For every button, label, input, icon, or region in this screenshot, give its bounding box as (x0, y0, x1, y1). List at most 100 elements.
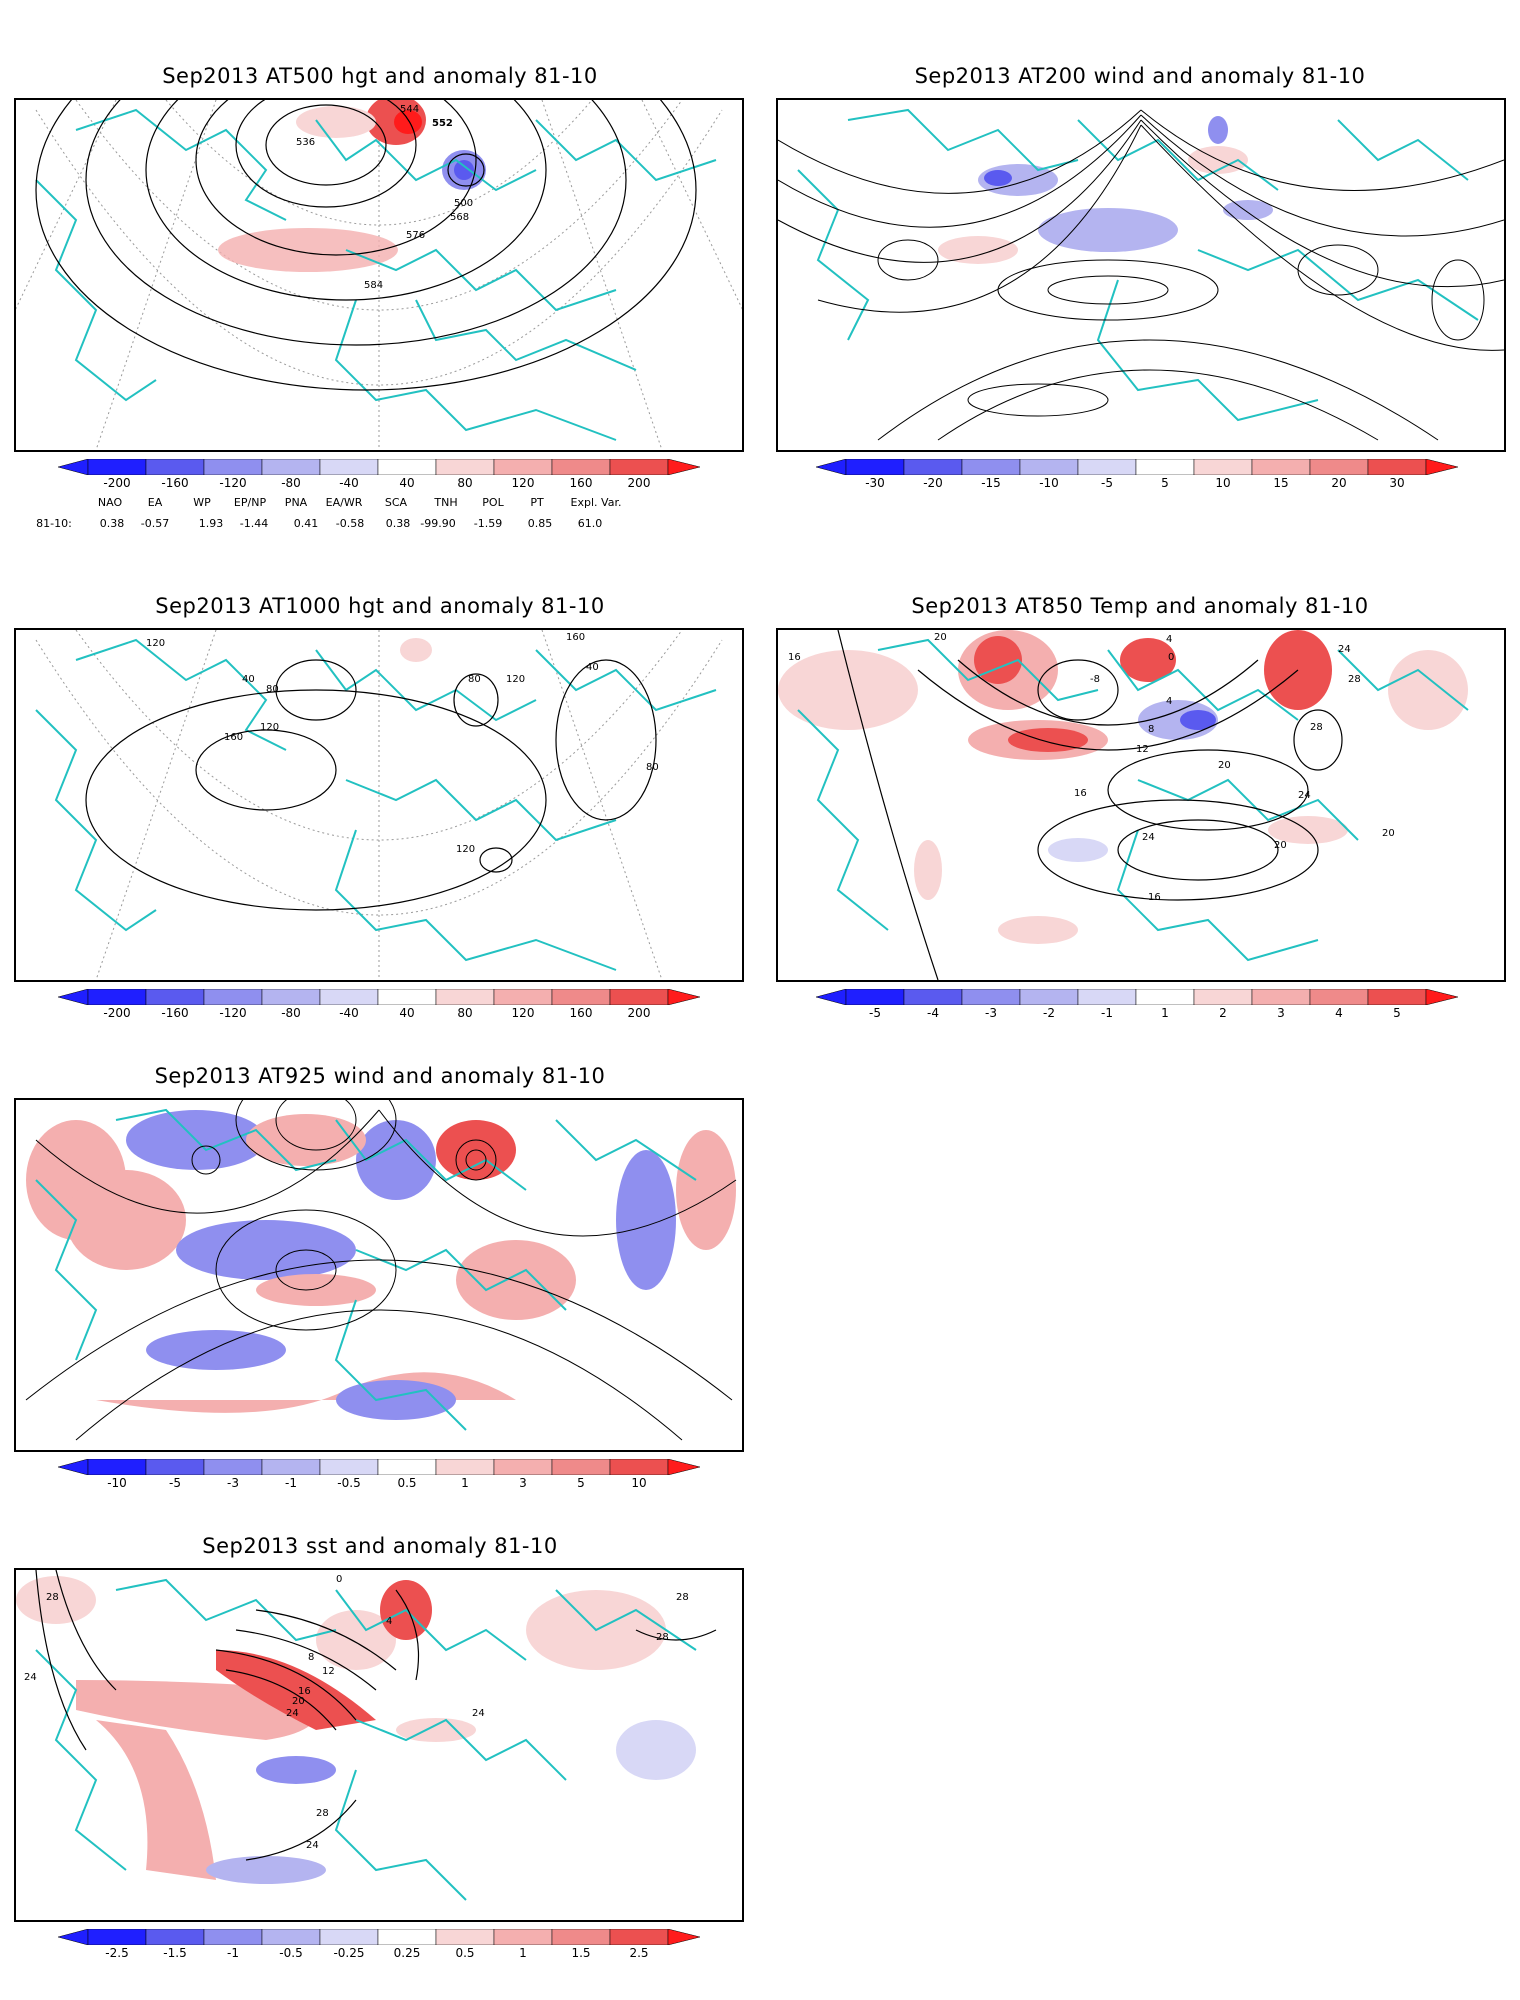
colorbar: -200 -160 -120 -80 -40 40 80 120 160 200 (58, 989, 700, 1029)
colorbar-tick: 200 (627, 1006, 651, 1020)
colorbar-bar (816, 459, 1458, 475)
streamlines (25, 1100, 737, 1441)
colorbar-bar (58, 1459, 700, 1475)
contour-label: 536 (296, 137, 315, 148)
index-header: POL (482, 496, 504, 509)
contour-label: 12 (1136, 744, 1149, 755)
colorbar: -5 -4 -3 -2 -1 1 2 3 4 5 (816, 989, 1458, 1029)
index-header: EA (147, 496, 163, 509)
panel-title: Sep2013 sst and anomaly 81-10 (202, 1534, 558, 1558)
index-value: -1.59 (473, 517, 503, 530)
contour-label: 24 (306, 1840, 319, 1851)
contour-label: 552 (432, 118, 453, 129)
contour-label: 28 (656, 1632, 669, 1643)
colorbar-tick: -80 (281, 476, 301, 490)
colorbar-tick: 200 (627, 476, 651, 490)
colorbar: -2.5 -1.5 -1 -0.5 -0.25 0.25 0.5 1 1.5 2… (58, 1929, 700, 1969)
index-header: WP (193, 496, 211, 509)
panel-sst: Sep2013 sst and anomaly 81-10 (0, 1520, 760, 1980)
temp-contours (837, 630, 1343, 980)
colorbar-tick: -1.5 (163, 1946, 187, 1960)
contour-label: 0 (336, 1574, 342, 1585)
colorbar: -30 -20 -15 -10 -5 5 10 15 20 30 (816, 459, 1458, 499)
map-at1000: 120 160 40 80 120 160 40 80 120 80 120 (14, 628, 744, 982)
map-canvas: 544 552 536 500 568 576 584 (16, 100, 742, 450)
colorbar-tick: 15 (1273, 476, 1289, 490)
colorbar-tick: 1 (461, 1476, 469, 1490)
colorbar-tick: 80 (457, 476, 473, 490)
colorbar-tick: 2.5 (629, 1946, 649, 1960)
contour-label: 24 (1298, 790, 1311, 801)
index-value: 0.38 (99, 517, 125, 530)
colorbar-tick: -30 (865, 476, 885, 490)
colorbar-bar (816, 989, 1458, 1005)
contour-label: 24 (1338, 644, 1351, 655)
colorbar-tick: 30 (1389, 476, 1405, 490)
streamlines (778, 109, 1504, 441)
colorbar-tick: 20 (1331, 476, 1347, 490)
contour-label: 160 (224, 732, 243, 743)
colorbar-bar (58, 459, 700, 475)
index-header: EP/NP (233, 496, 267, 509)
colorbar-tick: -10 (107, 1476, 127, 1490)
index-value: -99.90 (420, 517, 456, 530)
colorbar-tick: 1.5 (571, 1946, 591, 1960)
colorbar-tick: 0.5 (397, 1476, 417, 1490)
colorbar-tick: -2.5 (105, 1946, 129, 1960)
map-canvas: 28 24 0 4 8 12 16 20 24 24 28 28 28 24 (16, 1570, 717, 1901)
index-header: Expl. Var. (570, 496, 622, 509)
anomaly-shading (26, 1110, 736, 1420)
contour-label: 16 (298, 1686, 311, 1697)
contour-label: 24 (286, 1708, 299, 1719)
colorbar-tick: -0.5 (337, 1476, 361, 1490)
index-value: -0.58 (335, 517, 365, 530)
contour-label: 120 (506, 674, 525, 685)
map-at200 (776, 98, 1506, 452)
colorbar-tick: -20 (923, 476, 943, 490)
panel-at925: Sep2013 AT925 wind and anomaly 81-10 (0, 1050, 760, 1500)
colorbar-tick: 10 (1215, 476, 1231, 490)
panel-title: Sep2013 AT925 wind and anomaly 81-10 (154, 1064, 606, 1088)
colorbar-tick: -40 (339, 476, 359, 490)
colorbar-tick: -120 (219, 1006, 247, 1020)
colorbar-tick: 3 (519, 1476, 527, 1490)
panel-title: Sep2013 AT500 hgt and anomaly 81-10 (162, 64, 598, 88)
colorbar-tick: -5 (869, 1006, 881, 1020)
index-value: 0.85 (527, 517, 553, 530)
contour-label: 0 (1168, 652, 1174, 663)
contour-label: 8 (308, 1652, 314, 1663)
colorbar-tick: 3 (1277, 1006, 1285, 1020)
colorbar-tick: -3 (985, 1006, 997, 1020)
colorbar-tick: -0.5 (279, 1946, 303, 1960)
height-contours (35, 100, 697, 391)
contour-label: 4 (386, 1616, 392, 1627)
contour-label: 576 (406, 230, 425, 241)
colorbar-tick: 5 (1161, 476, 1169, 490)
contour-label: 28 (676, 1592, 689, 1603)
colorbar-tick: 40 (399, 476, 415, 490)
lat-lon-grid (16, 100, 742, 450)
contour-label: 28 (316, 1808, 329, 1819)
index-value: 0.38 (385, 517, 411, 530)
land-outlines (797, 108, 1479, 422)
contour-label: 80 (468, 674, 481, 685)
contour-label: 16 (1148, 892, 1161, 903)
colorbar-tick: -40 (339, 1006, 359, 1020)
contour-label: 80 (266, 684, 279, 695)
land-outlines (35, 108, 717, 441)
contour-label: 24 (472, 1708, 485, 1719)
colorbar-tick: -15 (981, 476, 1001, 490)
contour-label: 4 (1166, 696, 1172, 707)
colorbar-tick: 5 (577, 1476, 585, 1490)
contour-label: 28 (1310, 722, 1323, 733)
contour-label: 28 (46, 1592, 59, 1603)
contour-label: 584 (364, 280, 383, 291)
colorbar-tick: 0.5 (455, 1946, 475, 1960)
colorbar-tick: 160 (569, 1006, 593, 1020)
colorbar-tick: -1 (285, 1476, 297, 1490)
colorbar-tick: 5 (1393, 1006, 1401, 1020)
colorbar-tick: -1 (227, 1946, 239, 1960)
colorbar-tick: -200 (103, 1006, 131, 1020)
contour-label: 16 (788, 652, 801, 663)
contour-label: 20 (1382, 828, 1395, 839)
